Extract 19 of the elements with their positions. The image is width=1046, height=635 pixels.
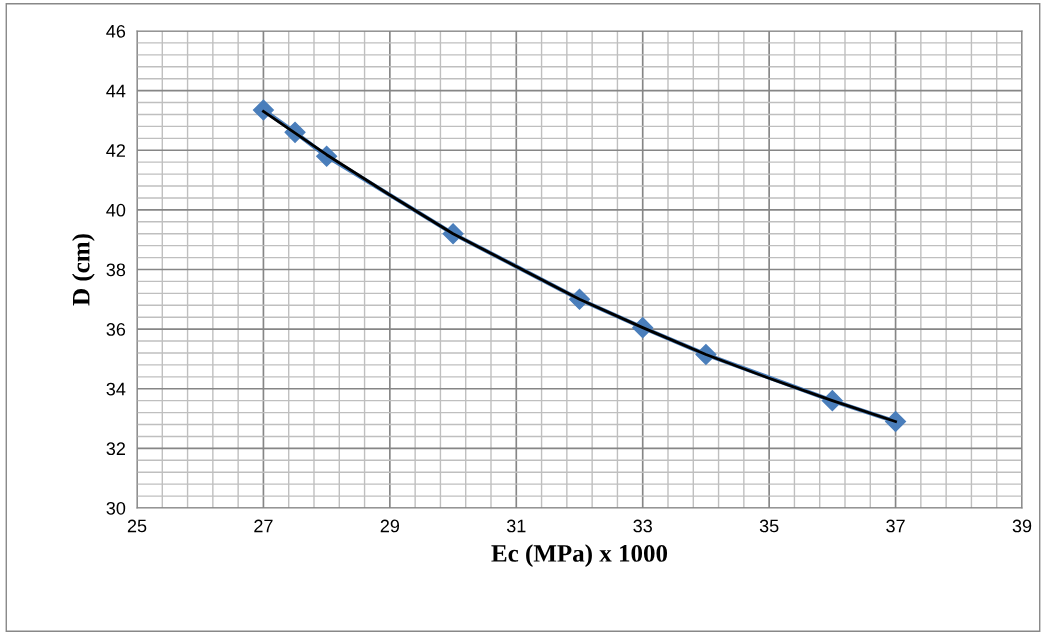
y-tick-label: 36: [106, 323, 126, 336]
x-tick-label: 39: [1012, 519, 1032, 533]
x-tick-label: 33: [633, 519, 652, 533]
x-axis-title: Ec (MPa) x 1000: [491, 544, 668, 567]
x-tick-label: 27: [254, 519, 273, 533]
y-tick-label: 34: [106, 382, 126, 396]
x-tick-label: 29: [380, 519, 400, 533]
y-tick-label: 42: [106, 144, 125, 157]
y-axis-title: D (cm): [72, 234, 95, 306]
x-tick-label: 31: [506, 519, 526, 533]
x-tick-label: 35: [759, 519, 779, 533]
y-tick-label: 38: [106, 263, 126, 277]
y-tick-label: 46: [106, 24, 126, 38]
y-tick-label: 44: [106, 84, 126, 98]
y-tick-label: 40: [106, 203, 126, 217]
y-tick-label: 32: [106, 442, 125, 456]
x-tick-label: 37: [886, 519, 905, 533]
y-tick-label: 30: [106, 501, 126, 515]
x-tick-label: 25: [127, 519, 147, 533]
